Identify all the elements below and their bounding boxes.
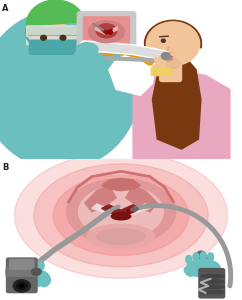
Ellipse shape (0, 10, 139, 169)
Ellipse shape (41, 278, 51, 287)
Ellipse shape (111, 213, 131, 220)
Ellipse shape (15, 152, 227, 278)
FancyBboxPatch shape (27, 26, 85, 45)
Ellipse shape (16, 264, 23, 272)
FancyBboxPatch shape (160, 54, 182, 82)
FancyBboxPatch shape (10, 260, 34, 269)
Ellipse shape (24, 262, 30, 270)
Ellipse shape (97, 229, 145, 244)
Ellipse shape (33, 24, 79, 52)
Ellipse shape (201, 285, 224, 288)
Ellipse shape (186, 256, 192, 263)
Polygon shape (109, 52, 155, 95)
Ellipse shape (79, 185, 163, 238)
Polygon shape (96, 27, 106, 35)
FancyBboxPatch shape (151, 68, 171, 76)
Circle shape (161, 52, 170, 60)
FancyBboxPatch shape (25, 28, 86, 35)
FancyBboxPatch shape (30, 40, 79, 54)
FancyBboxPatch shape (83, 17, 129, 47)
Ellipse shape (152, 64, 168, 73)
Ellipse shape (31, 261, 37, 269)
Ellipse shape (16, 269, 50, 287)
Ellipse shape (38, 262, 44, 270)
Polygon shape (92, 204, 121, 218)
Polygon shape (126, 185, 157, 212)
Ellipse shape (76, 43, 98, 57)
Text: A: A (2, 4, 9, 13)
Circle shape (108, 30, 113, 34)
Circle shape (161, 39, 165, 42)
Ellipse shape (53, 175, 189, 256)
Circle shape (41, 35, 46, 40)
Ellipse shape (193, 253, 199, 261)
Ellipse shape (34, 164, 208, 267)
Wedge shape (27, 0, 85, 26)
Ellipse shape (88, 21, 125, 43)
Circle shape (31, 268, 41, 275)
FancyBboxPatch shape (199, 268, 225, 298)
Polygon shape (102, 205, 140, 218)
FancyBboxPatch shape (6, 268, 38, 276)
Ellipse shape (127, 209, 135, 213)
Ellipse shape (186, 260, 220, 277)
Ellipse shape (96, 24, 117, 38)
Polygon shape (100, 29, 113, 35)
FancyBboxPatch shape (77, 12, 136, 52)
Wedge shape (144, 20, 202, 50)
Polygon shape (121, 204, 150, 218)
Circle shape (60, 35, 66, 40)
Circle shape (146, 22, 200, 66)
FancyBboxPatch shape (7, 258, 37, 292)
Ellipse shape (200, 252, 206, 260)
Polygon shape (102, 178, 140, 191)
Ellipse shape (84, 53, 105, 66)
Ellipse shape (74, 51, 91, 61)
Polygon shape (133, 70, 230, 159)
Ellipse shape (201, 290, 224, 294)
Text: B: B (2, 163, 9, 172)
Ellipse shape (201, 280, 224, 283)
Ellipse shape (184, 267, 193, 276)
Ellipse shape (164, 57, 173, 61)
Ellipse shape (208, 253, 214, 261)
Ellipse shape (201, 274, 224, 278)
Ellipse shape (161, 58, 180, 69)
Polygon shape (106, 27, 117, 35)
Ellipse shape (67, 178, 175, 245)
Polygon shape (85, 185, 116, 212)
Circle shape (13, 280, 30, 292)
Circle shape (20, 284, 24, 287)
Ellipse shape (87, 224, 155, 249)
Polygon shape (152, 56, 201, 149)
Circle shape (148, 23, 198, 64)
Circle shape (17, 282, 27, 290)
